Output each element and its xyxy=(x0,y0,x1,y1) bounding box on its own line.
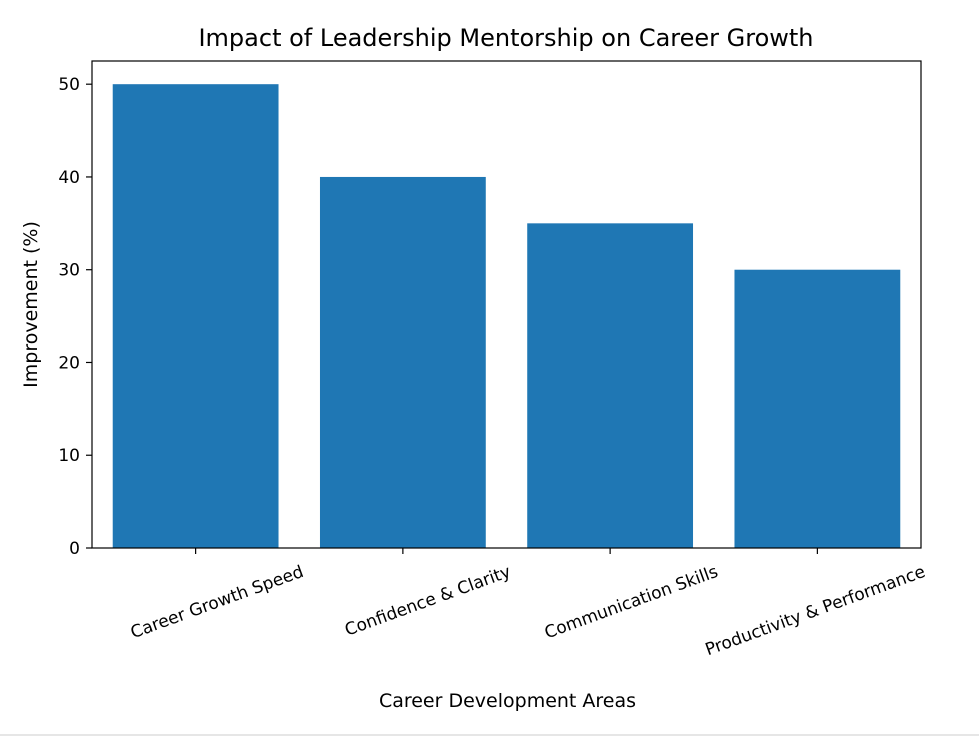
bar-1 xyxy=(319,176,486,548)
x-tick-label: Confidence & Clarity xyxy=(342,562,513,641)
y-tick-label: 30 xyxy=(58,261,80,281)
plot-frame xyxy=(91,60,922,549)
y-tick-label: 10 xyxy=(58,446,80,466)
y-tick-label: 50 xyxy=(58,75,80,95)
bar-3 xyxy=(734,269,901,548)
bottom-divider xyxy=(0,734,979,736)
bar-2 xyxy=(527,223,694,549)
x-tick-label: Communication Skills xyxy=(542,562,721,643)
y-axis-label: Improvement (%) xyxy=(20,221,42,388)
x-axis-label: Career Development Areas xyxy=(379,690,636,712)
x-tick-label: Career Growth Speed xyxy=(128,562,306,643)
y-tick-label: 0 xyxy=(69,539,80,559)
y-tick-label: 40 xyxy=(58,168,80,188)
chart-title: Impact of Leadership Mentorship on Caree… xyxy=(198,24,813,52)
x-axis-ticks: Career Growth Speed Confidence & Clarity C… xyxy=(128,548,928,660)
x-tick-label: Productivity & Performance xyxy=(703,562,928,660)
bars-layer xyxy=(112,84,901,549)
y-axis-ticks: 0 10 20 30 40 50 xyxy=(58,75,92,559)
bar-0 xyxy=(112,84,279,548)
y-tick-label: 20 xyxy=(58,353,80,373)
